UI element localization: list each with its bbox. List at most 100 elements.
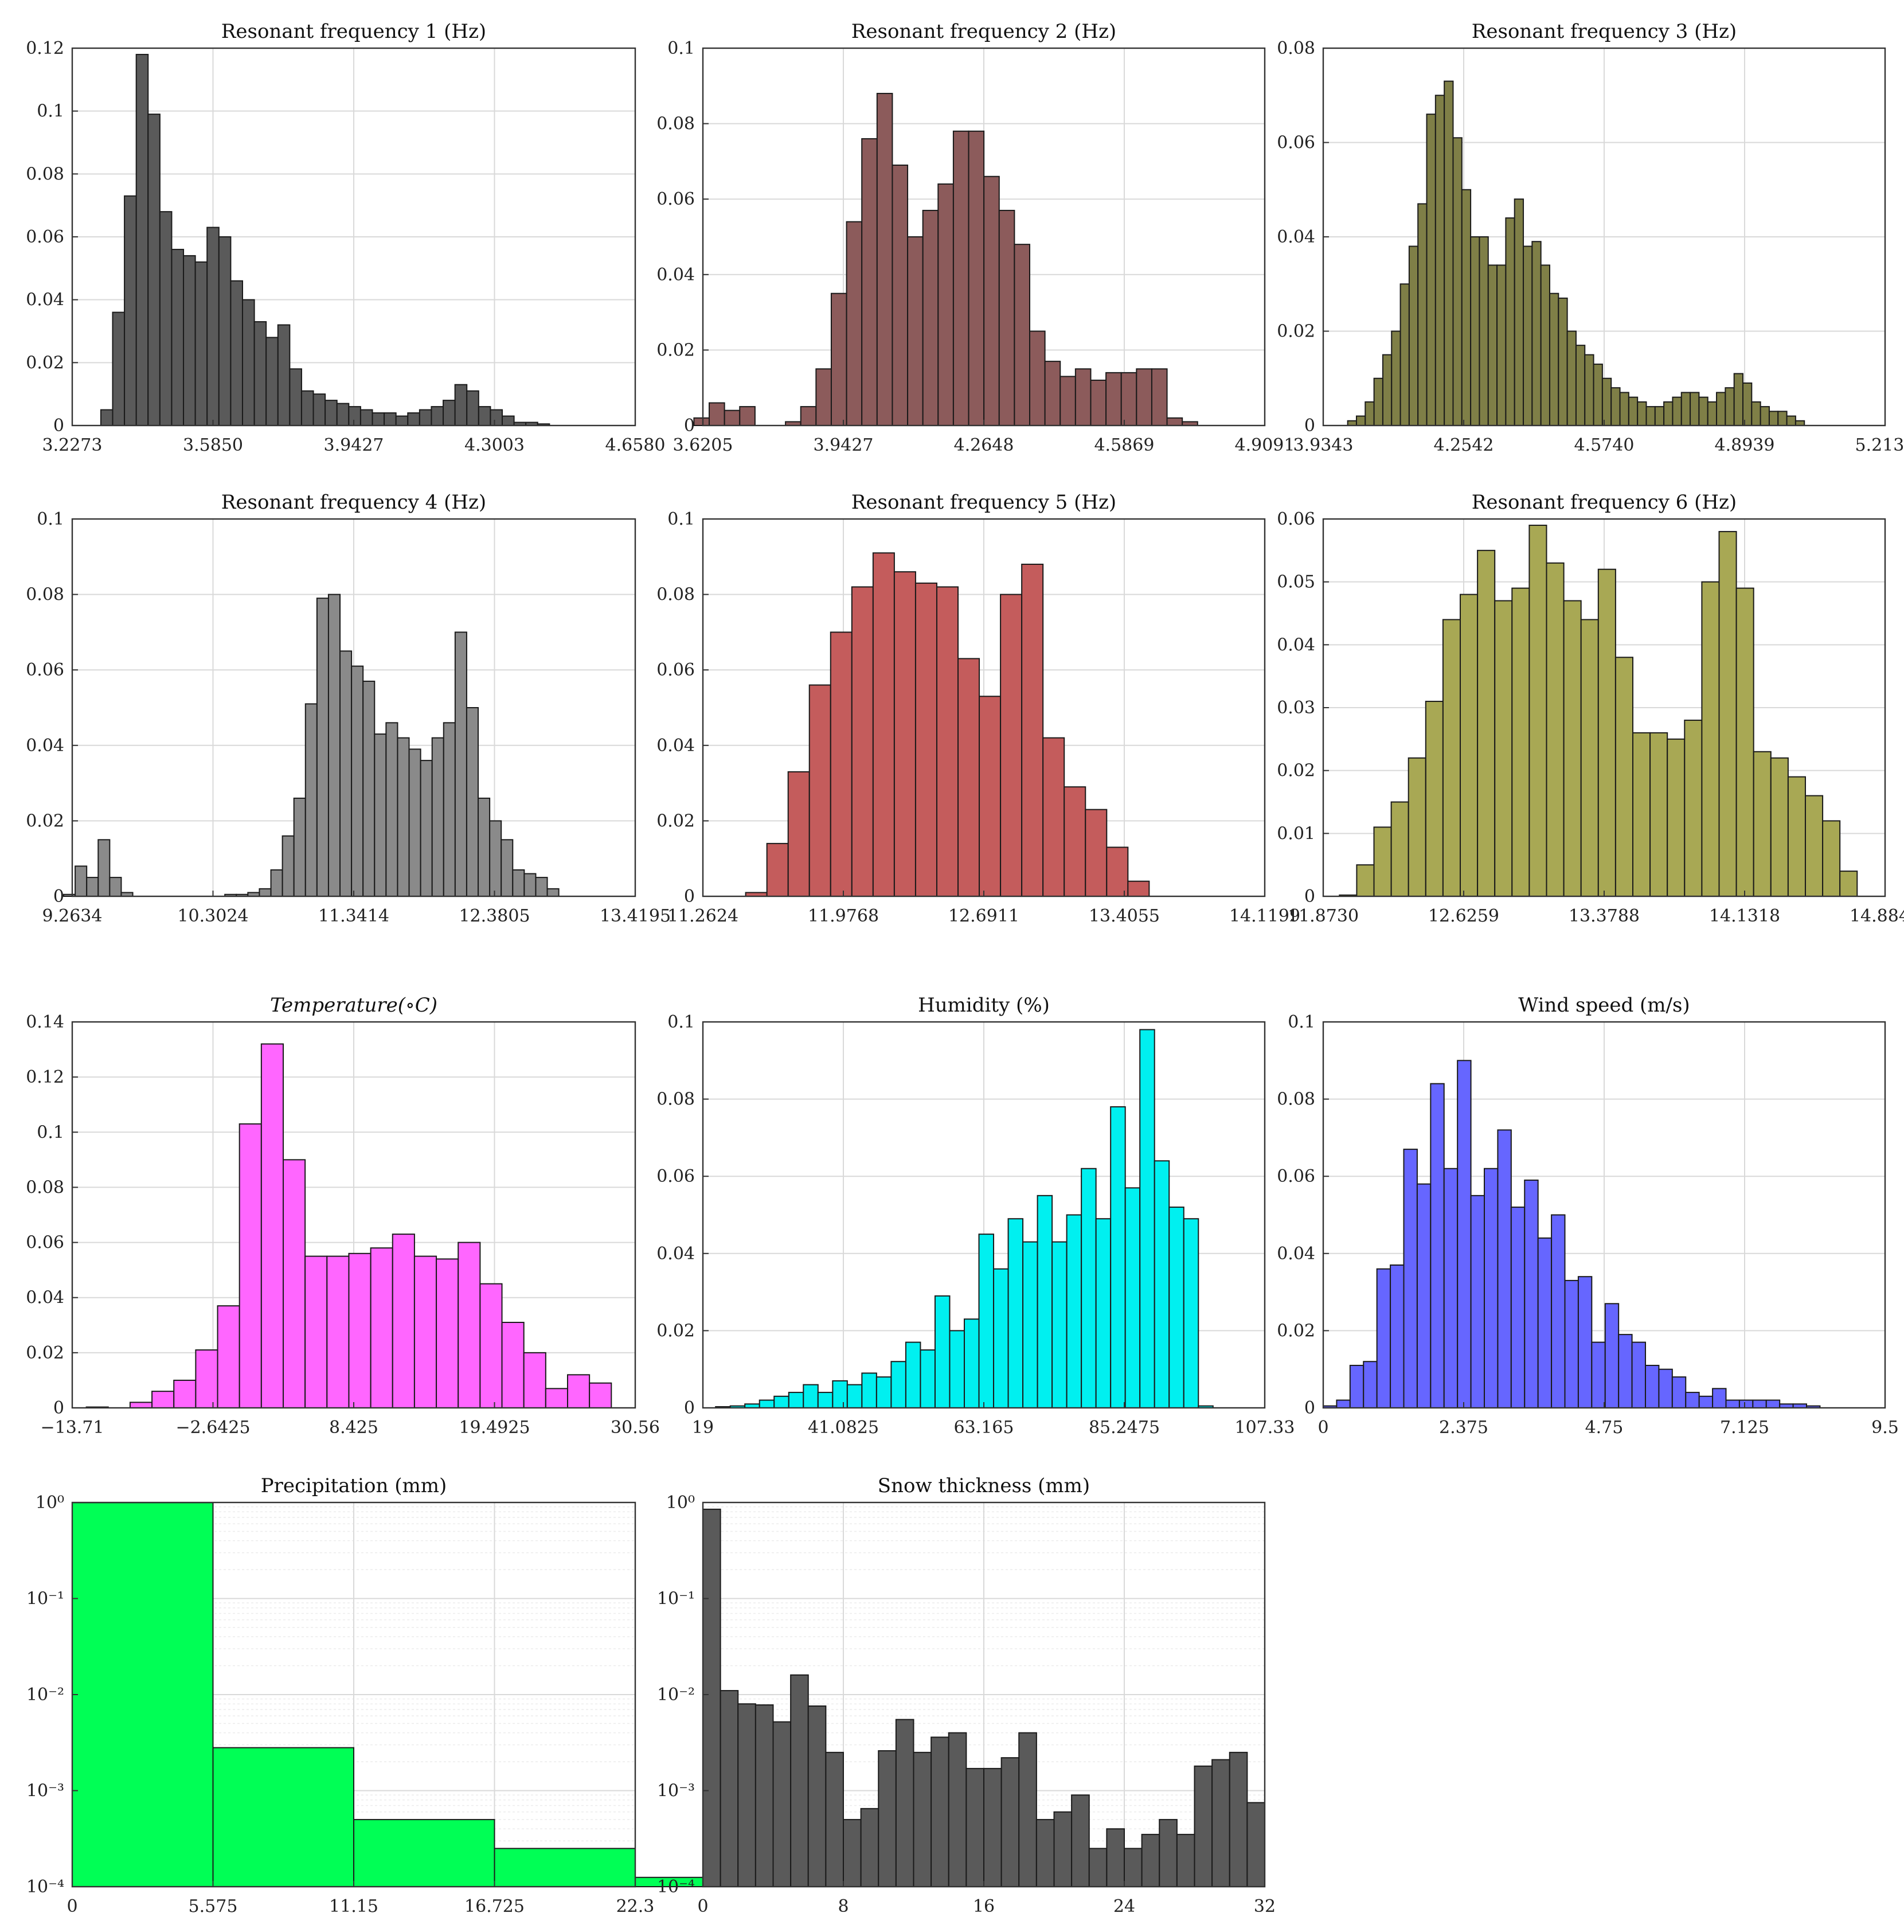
histogram-bar	[458, 1242, 481, 1409]
histogram-bar	[1356, 864, 1375, 897]
histogram-bar	[523, 873, 537, 897]
histogram-bar	[407, 412, 420, 426]
histogram-bar	[1071, 1794, 1090, 1887]
histogram-bar	[1645, 406, 1656, 426]
y-tick-label: 10⁰	[666, 1493, 695, 1513]
y-tick-label: 0.02	[656, 340, 695, 360]
x-tick-label: 11.15	[329, 1896, 378, 1917]
histogram-bar	[1211, 1759, 1230, 1888]
histogram-bar	[1090, 380, 1107, 426]
histogram-bar	[1753, 751, 1772, 897]
histogram-bar	[1066, 1214, 1082, 1408]
histogram-bar	[1738, 1399, 1754, 1409]
histogram-bar	[466, 707, 479, 897]
y-tick-label: 0	[53, 887, 64, 907]
histogram-bar	[385, 722, 398, 897]
histogram-bar	[1777, 411, 1788, 427]
panel-title: Snow thickness (mm)	[878, 1474, 1090, 1497]
histogram-bar	[282, 835, 295, 897]
histogram-bar	[1654, 406, 1665, 426]
histogram-bar	[112, 311, 126, 426]
y-tick-label: 0.04	[1277, 227, 1315, 247]
histogram-bar	[1591, 1341, 1606, 1409]
histogram-bar	[135, 53, 149, 426]
histogram-bar	[1376, 1268, 1391, 1408]
histogram-bar	[324, 400, 338, 427]
histogram-bar	[265, 337, 279, 427]
histogram-bar	[1457, 1060, 1472, 1409]
histogram-bar	[1580, 619, 1599, 897]
histogram-bar	[800, 406, 817, 426]
histogram-bar	[1355, 415, 1366, 426]
histogram-bar	[1183, 1218, 1199, 1408]
histogram-bar	[1667, 738, 1686, 897]
histogram-bar	[1839, 871, 1858, 897]
histogram-bar	[1663, 401, 1674, 426]
panel-title: Temperature(∘C)	[270, 994, 437, 1017]
histogram-bar	[843, 1818, 862, 1888]
histogram-bar	[1425, 701, 1444, 897]
y-tick-label: 0.06	[656, 1166, 695, 1186]
histogram-bar	[1051, 1241, 1068, 1409]
histogram-bar	[1514, 198, 1524, 426]
x-tick-label: 0	[697, 1896, 708, 1917]
y-tick-label: 0.03	[1277, 698, 1315, 718]
histogram-bar	[1434, 95, 1445, 426]
histogram-bar	[1176, 1833, 1195, 1888]
histogram-bar	[431, 737, 444, 897]
histogram-bar	[183, 255, 196, 426]
histogram-bar	[957, 658, 980, 897]
x-tick-label: 4.3003	[464, 435, 525, 455]
histogram-bar	[1487, 264, 1498, 426]
histogram-bar	[1194, 1765, 1213, 1888]
y-tick-label: 0	[1304, 1398, 1315, 1418]
histogram-bar	[239, 1123, 262, 1408]
histogram-bar	[293, 797, 306, 897]
histogram-bar	[300, 390, 314, 427]
x-tick-label: 19	[692, 1418, 714, 1438]
histogram-bar	[159, 211, 173, 426]
histogram-bar	[1151, 368, 1168, 426]
histogram-bar	[772, 1721, 792, 1887]
histogram-bar	[1672, 396, 1682, 427]
x-tick-label: 12.6259	[1428, 906, 1499, 926]
y-tick-label: 0.06	[1277, 509, 1315, 529]
histogram-bar	[1564, 1279, 1579, 1408]
y-tick-label: 10⁻³	[26, 1781, 64, 1801]
histogram-bar	[1095, 1218, 1112, 1408]
histogram-bar	[1523, 245, 1533, 426]
histogram-bar	[1484, 1168, 1499, 1408]
histogram-bar	[937, 183, 954, 426]
histogram-bar	[230, 280, 243, 426]
histogram-bar	[815, 368, 832, 426]
histogram-bar	[846, 1384, 863, 1409]
histogram-bar	[151, 1391, 175, 1409]
histogram-bar	[1558, 297, 1568, 426]
histogram-bar	[351, 665, 364, 897]
histogram-bar	[709, 402, 725, 427]
y-tick-label: 0.08	[656, 1090, 695, 1110]
histogram-bar	[1637, 401, 1647, 426]
x-tick-label: 8.425	[329, 1418, 378, 1438]
panel-title: Resonant frequency 5 (Hz)	[851, 491, 1116, 514]
histogram-bar	[808, 684, 831, 897]
histogram-bar	[983, 1767, 1002, 1888]
histogram-bar	[420, 760, 433, 897]
y-tick-label: 10⁻⁴	[657, 1877, 695, 1897]
y-tick-label: 0.08	[1277, 1090, 1315, 1110]
histogram-bar	[787, 771, 810, 897]
histogram-bar	[1477, 549, 1496, 897]
histogram-bar	[788, 1392, 804, 1409]
histogram-bar	[1044, 361, 1061, 427]
histogram-bar	[998, 209, 1015, 426]
histogram-bar	[1822, 820, 1841, 897]
histogram-bar	[124, 195, 137, 426]
x-tick-label: 2.375	[1439, 1418, 1488, 1438]
histogram-bar	[466, 390, 479, 427]
histogram-bar	[1768, 411, 1779, 427]
histogram-bar	[312, 393, 326, 427]
x-tick-label: −13.71	[40, 1418, 104, 1438]
x-tick-label: 4.9091	[1235, 435, 1295, 455]
histogram-bar	[348, 406, 361, 426]
x-tick-label: 13.4195	[600, 906, 671, 926]
